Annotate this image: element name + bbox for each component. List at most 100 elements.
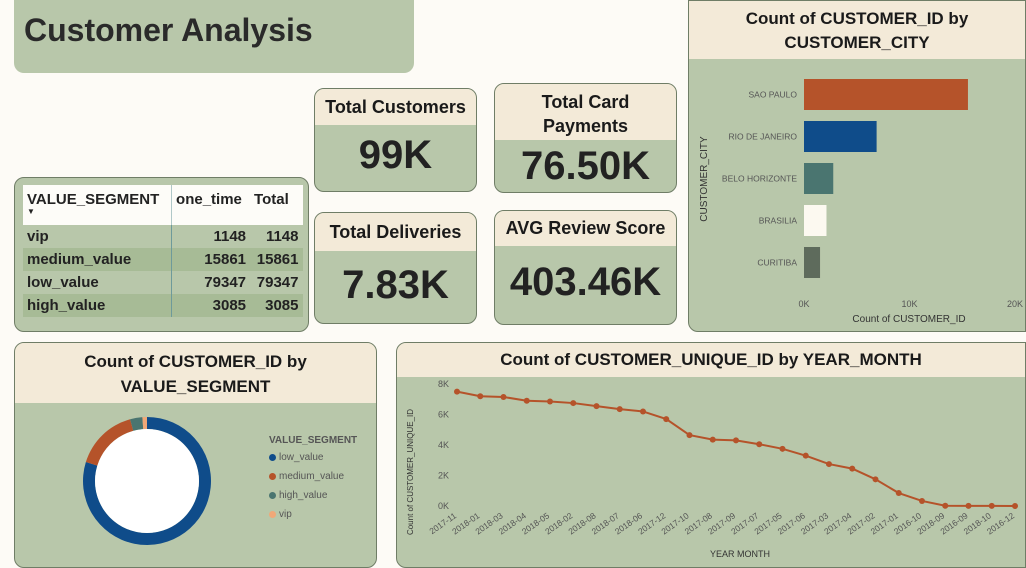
trend-point[interactable] xyxy=(593,403,600,410)
segment-table-panel: VALUE_SEGMENT ▼ one_time Total vip 1148 11… xyxy=(14,177,309,332)
city-bar[interactable] xyxy=(804,163,834,194)
table-header-value-segment[interactable]: VALUE_SEGMENT ▼ xyxy=(23,185,173,225)
legend-label: high_value xyxy=(279,490,328,501)
table-row[interactable]: low_value 79347 79347 xyxy=(23,271,303,294)
trend-point[interactable] xyxy=(500,393,507,400)
y-tick-label: 8K xyxy=(438,379,449,389)
trend-point[interactable] xyxy=(895,490,902,497)
segment-chart-panel: Count of CUSTOMER_ID by VALUE_SEGMENT VA… xyxy=(14,342,377,568)
x-tick-label: 10K xyxy=(901,299,917,309)
legend-item[interactable]: low_value xyxy=(269,452,357,463)
legend-item[interactable]: high_value xyxy=(269,490,357,501)
table-cell-segment: low_value xyxy=(23,271,173,294)
card-label: Total Deliveries xyxy=(315,213,476,251)
table-cell-segment: medium_value xyxy=(23,248,173,271)
card-value: 7.83K xyxy=(342,263,449,307)
table-cell-total: 79347 xyxy=(256,274,299,291)
segment-legend: VALUE_SEGMENT low_value medium_value high_… xyxy=(269,435,357,528)
city-bar[interactable] xyxy=(804,205,827,236)
trend-point[interactable] xyxy=(919,497,925,504)
page-title-box: Customer Analysis xyxy=(14,0,414,73)
legend-dot-icon xyxy=(269,511,276,518)
city-axis-label: CURITIBA xyxy=(757,258,797,268)
trend-point[interactable] xyxy=(826,461,832,468)
donut-hole xyxy=(95,429,199,533)
y-tick-label: 2K xyxy=(438,471,449,481)
y-axis-title: Count of CUSTOMER_UNIQUE_ID xyxy=(406,409,415,535)
trend-chart-panel: Count of CUSTOMER_UNIQUE_ID by YEAR_MONT… xyxy=(396,342,1026,568)
trend-point[interactable] xyxy=(756,441,763,448)
sort-desc-icon[interactable]: ▼ xyxy=(27,207,35,216)
city-bar[interactable] xyxy=(804,79,968,110)
trend-point[interactable] xyxy=(779,445,786,452)
table-row[interactable]: vip 1148 1148 xyxy=(23,225,303,248)
trend-point[interactable] xyxy=(942,502,949,509)
trend-point[interactable] xyxy=(733,437,739,444)
trend-point[interactable] xyxy=(802,452,809,459)
city-axis-label: BRASILIA xyxy=(759,216,798,226)
table-cell-total: 15861 xyxy=(256,251,299,268)
trend-point[interactable] xyxy=(454,388,460,395)
card-label: Total Customers xyxy=(315,89,476,125)
x-axis-title: Count of CUSTOMER_ID xyxy=(852,314,965,325)
card-label: AVG Review Score xyxy=(495,211,676,246)
table-row[interactable]: high_value 3085 3085 xyxy=(23,294,303,317)
legend-label: low_value xyxy=(279,452,324,463)
table-cell-one-time: 79347 xyxy=(204,274,247,291)
legend-title: VALUE_SEGMENT xyxy=(269,435,358,446)
trend-point[interactable] xyxy=(709,436,716,443)
segment-table: VALUE_SEGMENT ▼ one_time Total vip 1148 11… xyxy=(23,185,303,317)
x-tick-label: 0K xyxy=(798,299,809,309)
city-axis-label: BELO HORIZONTE xyxy=(722,174,797,184)
trend-point[interactable] xyxy=(616,406,623,413)
card-avg-review-score: AVG Review Score 403.46K xyxy=(494,210,677,325)
trend-line-chart: 0K2K4K6K8K2017-112018-012018-032018-0420… xyxy=(406,379,1018,559)
table-cell-one-time: 15861 xyxy=(204,251,247,268)
trend-point[interactable] xyxy=(523,397,530,404)
card-total-customers: Total Customers 99K xyxy=(314,88,477,192)
city-axis-label: RIO DE JANEIRO xyxy=(729,132,798,142)
legend-dot-icon xyxy=(269,473,276,480)
card-value: 99K xyxy=(358,133,433,177)
table-cell-segment: high_value xyxy=(23,294,173,317)
table-header-total[interactable]: Total xyxy=(254,191,289,208)
y-tick-label: 0K xyxy=(438,501,449,511)
donut-slice[interactable] xyxy=(130,417,144,431)
city-bar-chart: SAO PAULO RIO DE JANEIRO BELO HORIZONTE BRA… xyxy=(699,79,1023,325)
trend-point[interactable] xyxy=(965,502,972,509)
city-axis-label: SAO PAULO xyxy=(749,90,798,100)
table-cell-one-time: 3085 xyxy=(212,297,247,314)
donut-slice[interactable] xyxy=(142,417,147,430)
table-row[interactable]: medium_value 15861 15861 xyxy=(23,248,303,271)
table-header-one-time[interactable]: one_time xyxy=(176,191,242,208)
trend-point[interactable] xyxy=(547,398,553,405)
legend-item[interactable]: vip xyxy=(269,509,357,520)
card-total-deliveries: Total Deliveries 7.83K xyxy=(314,212,477,324)
legend-label: vip xyxy=(279,509,292,520)
city-bar[interactable] xyxy=(804,247,821,278)
trend-point[interactable] xyxy=(663,416,670,423)
card-total-card-payments: Total Card Payments 76.50K xyxy=(494,83,677,193)
city-chart-panel: Count of CUSTOMER_ID by CUSTOMER_CITY SA… xyxy=(688,0,1026,332)
legend-label: medium_value xyxy=(279,471,345,482)
trend-point[interactable] xyxy=(988,502,995,509)
trend-point[interactable] xyxy=(686,432,693,439)
card-value: 76.50K xyxy=(521,144,650,188)
donut-slice[interactable] xyxy=(85,419,134,466)
table-cell-one-time: 1148 xyxy=(213,228,247,245)
trend-line[interactable] xyxy=(456,390,1016,507)
trend-point[interactable] xyxy=(477,393,484,400)
page-title: Customer Analysis xyxy=(24,12,313,48)
card-value: 403.46K xyxy=(509,260,662,304)
trend-point[interactable] xyxy=(570,400,577,407)
trend-point[interactable] xyxy=(640,408,646,415)
y-axis-title: CUSTOMER_CITY xyxy=(699,136,710,222)
city-chart-title: Count of CUSTOMER_ID by CUSTOMER_CITY xyxy=(689,1,1025,59)
segment-donut-chart xyxy=(82,417,211,545)
trend-point[interactable] xyxy=(1012,502,1018,509)
trend-point[interactable] xyxy=(849,465,856,472)
legend-item[interactable]: medium_value xyxy=(269,471,357,482)
trend-point[interactable] xyxy=(872,476,879,483)
segment-chart-title: Count of CUSTOMER_ID by VALUE_SEGMENT xyxy=(15,343,376,403)
city-bar[interactable] xyxy=(804,121,877,152)
